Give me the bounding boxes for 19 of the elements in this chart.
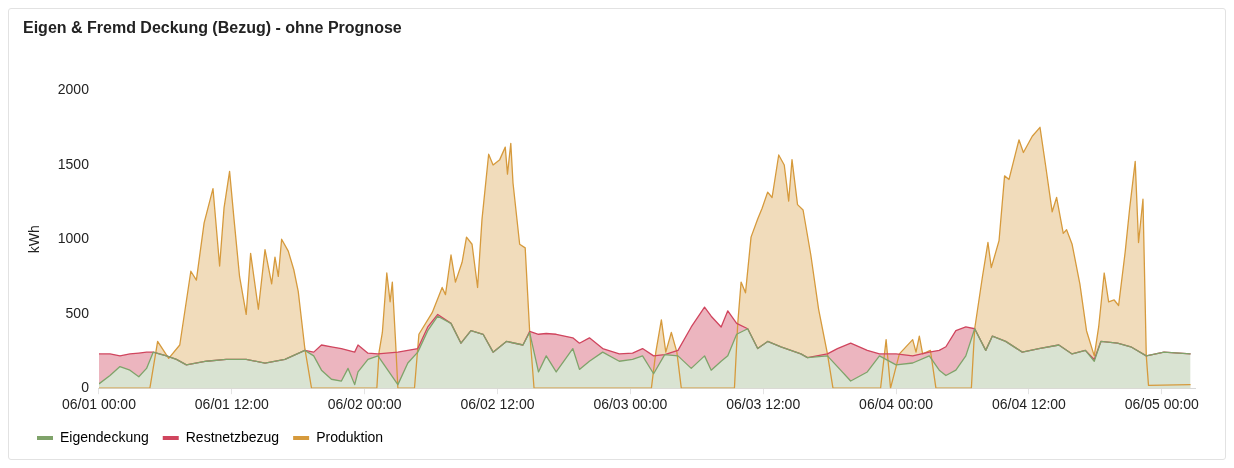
y-axis-title: kWh: [26, 225, 43, 254]
x-tick-label: 06/02 12:00: [460, 396, 535, 413]
x-tick-label: 06/02 00:00: [327, 396, 402, 413]
x-tick-label: 06/04 00:00: [859, 396, 934, 413]
x-tick-label: 06/04 12:00: [991, 396, 1067, 413]
x-tick-label: 06/01 12:00: [194, 396, 269, 413]
x-tick-label: 06/03 12:00: [726, 396, 801, 413]
legend-label: Produktion: [316, 428, 384, 445]
x-tick-label: 06/01 00:00: [61, 396, 137, 413]
chart-title: Eigen & Fremd Deckung (Bezug) - ohne Prognose: [23, 19, 402, 37]
y-tick-label: 1000: [57, 230, 90, 247]
y-tick-label: 2000: [57, 81, 90, 98]
y-tick-label: 1500: [57, 155, 90, 172]
y-tick-label: 0: [81, 379, 90, 396]
x-tick-label: 06/03 00:00: [593, 396, 668, 413]
x-tick-label: 06/05 00:00: [1124, 396, 1199, 413]
legend-label: Eigendeckung: [60, 428, 149, 445]
legend-label: Restnetzbezug: [185, 428, 280, 445]
y-tick-label: 500: [65, 304, 90, 321]
